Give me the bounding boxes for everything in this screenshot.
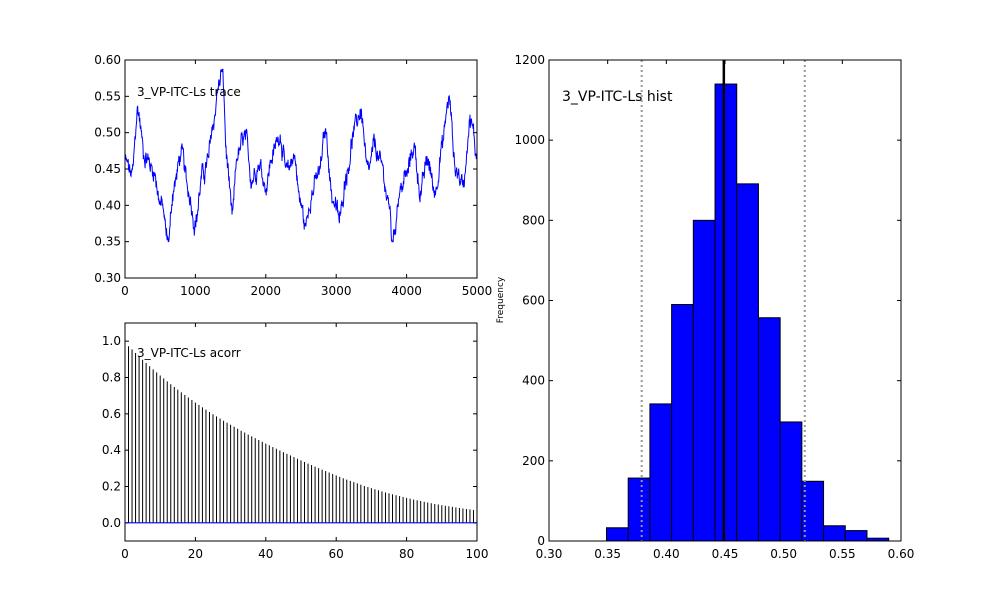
trace-xtick-label: 3000 bbox=[321, 284, 352, 298]
hist-xtick-label: 0.40 bbox=[653, 547, 680, 561]
acorr-panel: 0 20 40 60 80 100 0.0 0.2 0.4 0.6 0.8 1.0 3_VP-ITC… bbox=[102, 322, 488, 561]
trace-xtick-label: 1000 bbox=[180, 284, 211, 298]
hist-bar bbox=[692, 219, 716, 542]
hist-xtick-label: 0.50 bbox=[770, 547, 797, 561]
hist-bar bbox=[649, 403, 673, 542]
acorr-frame bbox=[124, 322, 478, 542]
acorr-ytick-label: 0.8 bbox=[102, 371, 121, 385]
acorr-ytick-label: 0.6 bbox=[102, 407, 121, 421]
hist-ytick-label: 400 bbox=[522, 374, 545, 388]
acorr-xtick-label: 20 bbox=[188, 547, 203, 561]
hist-frame bbox=[548, 59, 902, 542]
hist-ytick-label: 600 bbox=[522, 294, 545, 308]
hist-bar bbox=[714, 83, 738, 542]
trace-xtick-label: 0 bbox=[121, 284, 129, 298]
hist-ytick-label: 800 bbox=[522, 213, 545, 227]
acorr-bars bbox=[124, 341, 474, 523]
trace-panel: 0 1000 2000 3000 4000 5000 0.300.350.400.450.… bbox=[94, 53, 492, 298]
hist-bar bbox=[779, 421, 803, 542]
hist-title: 3_VP-ITC-Ls hist bbox=[562, 89, 673, 105]
trace-line bbox=[124, 68, 478, 243]
acorr-x-axis: 0 20 40 60 80 100 bbox=[121, 323, 488, 561]
hist-xtick-label: 0.30 bbox=[536, 547, 563, 561]
trace-x-axis: 0 1000 2000 3000 4000 5000 bbox=[121, 60, 492, 298]
trace-ytick-label: 0.60 bbox=[94, 53, 121, 67]
hist-ytick-label: 1000 bbox=[514, 133, 545, 147]
acorr-xtick-label: 80 bbox=[399, 547, 414, 561]
hist-xtick-label: 0.60 bbox=[888, 547, 915, 561]
hist-bar bbox=[757, 317, 781, 542]
acorr-title: 3_VP-ITC-Ls acorr bbox=[137, 346, 241, 360]
trace-xtick-label: 4000 bbox=[391, 284, 422, 298]
trace-frame bbox=[124, 59, 478, 279]
trace-xtick-label: 5000 bbox=[462, 284, 493, 298]
acorr-ytick-label: 1.0 bbox=[102, 334, 121, 348]
trace-title: 3_VP-ITC-Ls trace bbox=[137, 85, 241, 99]
trace-ytick-label: 0.30 bbox=[94, 271, 121, 285]
trace-ytick-label: 0.45 bbox=[94, 162, 121, 176]
hist-ylabel: Frequency bbox=[496, 276, 506, 323]
hist-ytick-label: 1200 bbox=[514, 53, 545, 67]
hist-panel: 0.30 0.35 0.40 0.45 0.50 0.55 0.60 0 200 400 600 8… bbox=[496, 53, 914, 561]
acorr-xtick-label: 60 bbox=[329, 547, 344, 561]
hist-bar bbox=[736, 183, 759, 542]
acorr-ytick-label: 0.0 bbox=[102, 516, 121, 530]
hist-xtick-label: 0.35 bbox=[594, 547, 621, 561]
hist-reference-lines bbox=[640, 60, 806, 541]
hist-ytick-label: 200 bbox=[522, 454, 545, 468]
acorr-ytick-label: 0.2 bbox=[102, 480, 121, 494]
acorr-y-axis: 0.0 0.2 0.4 0.6 0.8 1.0 bbox=[102, 334, 477, 530]
hist-bar bbox=[605, 527, 629, 542]
acorr-xtick-label: 0 bbox=[121, 547, 129, 561]
trace-ytick-label: 0.35 bbox=[94, 235, 121, 249]
hist-xtick-label: 0.45 bbox=[712, 547, 739, 561]
hist-bar bbox=[627, 477, 651, 542]
trace-y-axis: 0.30 0.35 0.40 0.45 0.50 0.55 0.60 bbox=[94, 53, 477, 285]
acorr-xtick-label: 40 bbox=[258, 547, 273, 561]
hist-bar bbox=[823, 525, 846, 542]
hist-ytick-label: 0 bbox=[537, 534, 545, 548]
trace-ytick-label: 0.55 bbox=[94, 89, 121, 103]
hist-x-axis: 0.30 0.35 0.40 0.45 0.50 0.55 0.60 bbox=[536, 60, 915, 561]
trace-xtick-label: 2000 bbox=[251, 284, 282, 298]
hist-bar bbox=[671, 304, 694, 542]
trace-ytick-label: 0.50 bbox=[94, 126, 121, 140]
acorr-ytick-label: 0.4 bbox=[102, 443, 121, 457]
hist-bar bbox=[844, 530, 868, 542]
hist-xtick-label: 0.55 bbox=[829, 547, 856, 561]
trace-ytick-label: 0.40 bbox=[94, 198, 121, 212]
acorr-xtick-label: 100 bbox=[466, 547, 489, 561]
